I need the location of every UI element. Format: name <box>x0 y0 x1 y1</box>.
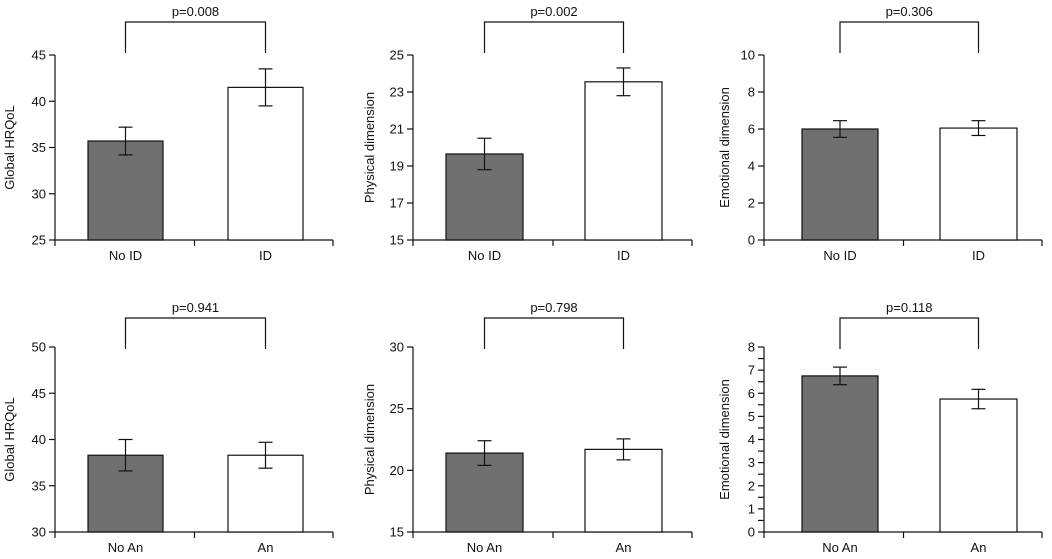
y-tick-label: 50 <box>32 340 46 355</box>
y-axis-label: Global HRQoL <box>2 397 17 482</box>
bar-id <box>227 86 304 241</box>
y-tick-label: 0 <box>748 525 755 540</box>
y-axis-label: Physical dimension <box>362 92 377 203</box>
bar-an <box>584 448 663 533</box>
significance-bracket <box>839 317 980 349</box>
y-tick-label: 8 <box>748 340 755 355</box>
x-tick-label: An <box>971 540 987 554</box>
y-tick-label: 6 <box>748 386 755 401</box>
significance-bracket <box>483 317 625 349</box>
y-tick-label: 0 <box>748 233 755 248</box>
y-tick-label: 25 <box>390 401 404 416</box>
y-tick-label: 40 <box>32 432 46 447</box>
bar-id <box>584 81 663 241</box>
significance-bracket <box>839 21 980 53</box>
bar-no-id <box>801 128 879 241</box>
y-tick-label: 2 <box>748 196 755 211</box>
y-axis-label: Physical dimension <box>362 384 377 495</box>
x-tick-label: No An <box>108 540 143 554</box>
y-tick-label: 1 <box>748 501 755 516</box>
y-tick-label: 25 <box>390 48 404 63</box>
p-value-label: p=0.002 <box>530 4 577 19</box>
x-tick-label: An <box>258 540 274 554</box>
y-tick-label: 40 <box>32 94 46 109</box>
significance-bracket <box>124 317 267 349</box>
x-tick-label: No An <box>822 540 857 554</box>
y-tick-label: 15 <box>390 525 404 540</box>
y-tick-label: 17 <box>390 196 404 211</box>
x-tick-label: No An <box>467 540 502 554</box>
x-tick-label: ID <box>972 248 985 263</box>
x-tick-label: ID <box>617 248 630 263</box>
x-tick-label: No ID <box>109 248 142 263</box>
y-tick-label: 5 <box>748 409 755 424</box>
y-tick-label: 21 <box>390 122 404 137</box>
significance-bracket <box>483 21 625 53</box>
p-value-label: p=0.798 <box>530 300 577 315</box>
p-value-label: p=0.306 <box>886 4 933 19</box>
y-axis-label: Emotional dimension <box>717 379 732 500</box>
x-tick-label: An <box>616 540 632 554</box>
y-tick-label: 4 <box>748 159 755 174</box>
bar-id <box>939 127 1018 241</box>
y-tick-label: 30 <box>32 186 46 201</box>
p-value-label: p=0.008 <box>172 4 219 19</box>
significance-bracket <box>124 21 267 53</box>
y-tick-label: 3 <box>748 455 755 470</box>
y-tick-label: 15 <box>390 233 404 248</box>
y-tick-label: 45 <box>32 48 46 63</box>
y-tick-label: 7 <box>748 363 755 378</box>
p-value-label: p=0.118 <box>886 300 932 315</box>
y-tick-label: 20 <box>390 463 404 478</box>
y-axis-label: Global HRQoL <box>2 105 17 190</box>
x-tick-label: No ID <box>468 248 501 263</box>
y-tick-label: 35 <box>32 140 46 155</box>
y-tick-label: 4 <box>748 432 755 447</box>
y-tick-label: 2 <box>748 478 755 493</box>
p-value-label: p=0.941 <box>172 300 219 315</box>
bar-no-id <box>87 140 164 241</box>
y-tick-label: 10 <box>741 48 755 63</box>
y-tick-label: 23 <box>390 85 404 100</box>
x-tick-label: ID <box>259 248 272 263</box>
y-tick-label: 45 <box>32 386 46 401</box>
bar-no-an <box>801 375 879 533</box>
y-tick-label: 25 <box>32 233 46 248</box>
bar-an <box>939 398 1018 533</box>
y-tick-label: 35 <box>32 478 46 493</box>
y-tick-label: 6 <box>748 122 755 137</box>
y-axis-label: Emotional dimension <box>717 87 732 208</box>
y-tick-label: 30 <box>32 525 46 540</box>
y-tick-label: 8 <box>748 85 755 100</box>
y-tick-label: 19 <box>390 159 404 174</box>
x-tick-label: No ID <box>823 248 856 263</box>
y-tick-label: 30 <box>390 340 404 355</box>
